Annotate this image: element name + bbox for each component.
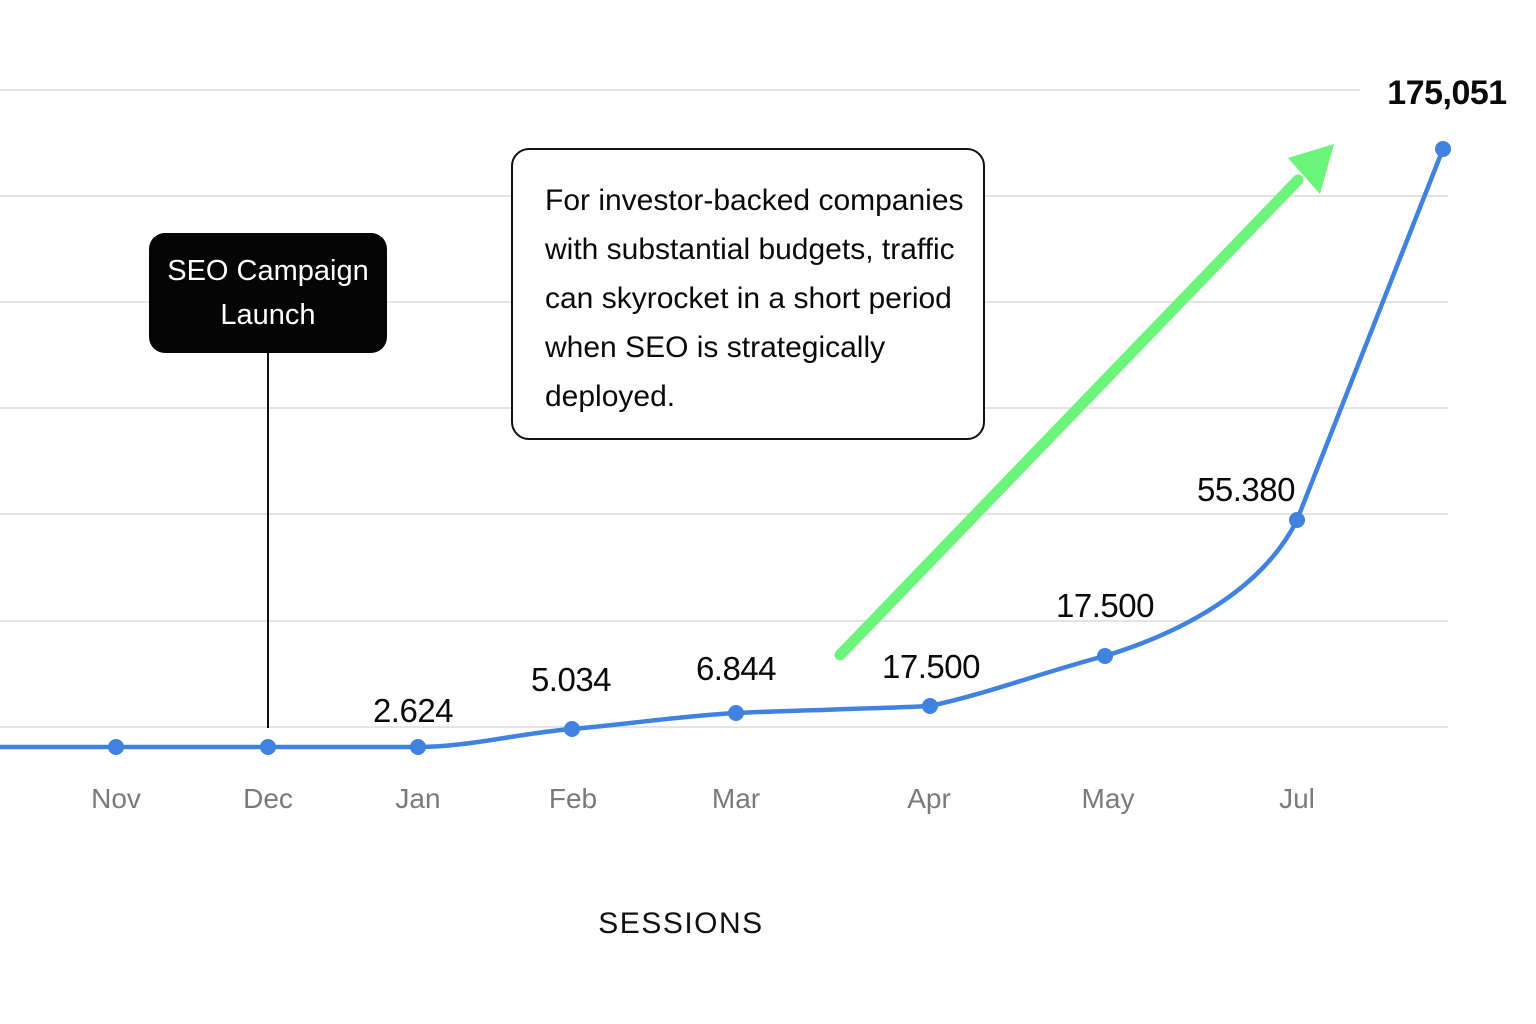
sessions-line bbox=[0, 146, 1446, 750]
data-label-jul: 55.380 bbox=[1197, 471, 1295, 508]
x-tick-jan: Jan bbox=[395, 783, 440, 814]
note-line: deployed. bbox=[545, 380, 676, 413]
data-label-may: 17.500 bbox=[1056, 587, 1154, 624]
data-point[interactable] bbox=[260, 739, 276, 755]
note-line: For investor-backed companies bbox=[545, 184, 964, 217]
x-tick-nov: Nov bbox=[91, 783, 141, 814]
x-tick-mar: Mar bbox=[712, 783, 760, 814]
data-point[interactable] bbox=[728, 705, 744, 721]
callout-line-2: Launch bbox=[220, 299, 316, 331]
data-label-feb: 5.034 bbox=[531, 661, 611, 698]
x-axis: Nov Dec Jan Feb Mar Apr May Jul bbox=[91, 783, 1315, 814]
x-tick-may: May bbox=[1082, 783, 1135, 814]
x-axis-title: SESSIONS bbox=[598, 907, 763, 940]
growth-arrow-icon bbox=[834, 144, 1334, 661]
data-label-jan: 2.624 bbox=[373, 692, 453, 729]
insight-note-box: For investor-backed companies with subst… bbox=[511, 148, 985, 440]
data-label-mar: 6.844 bbox=[696, 650, 776, 687]
data-point[interactable] bbox=[1097, 648, 1113, 664]
data-point[interactable] bbox=[564, 721, 580, 737]
x-tick-dec: Dec bbox=[243, 783, 293, 814]
x-tick-apr: Apr bbox=[907, 783, 951, 814]
launch-leader-line bbox=[267, 353, 269, 728]
callout-line-1: SEO Campaign bbox=[167, 255, 369, 287]
data-label-peak: 175,051 bbox=[1387, 74, 1506, 112]
data-label-apr: 17.500 bbox=[882, 648, 980, 685]
note-line: can skyrocket in a short period bbox=[545, 282, 952, 315]
data-point[interactable] bbox=[410, 739, 426, 755]
note-line: with substantial budgets, traffic bbox=[545, 233, 955, 266]
data-point[interactable] bbox=[922, 698, 938, 714]
seo-launch-callout: SEO Campaign Launch bbox=[149, 233, 387, 353]
data-points bbox=[108, 141, 1451, 755]
data-point[interactable] bbox=[108, 739, 124, 755]
data-labels: 2.624 5.034 6.844 17.500 17.500 55.380 1… bbox=[373, 74, 1507, 729]
data-point[interactable] bbox=[1289, 512, 1305, 528]
x-tick-jul: Jul bbox=[1279, 783, 1315, 814]
data-point[interactable] bbox=[1435, 141, 1451, 157]
note-line: when SEO is strategically bbox=[545, 331, 886, 364]
x-tick-feb: Feb bbox=[549, 783, 597, 814]
